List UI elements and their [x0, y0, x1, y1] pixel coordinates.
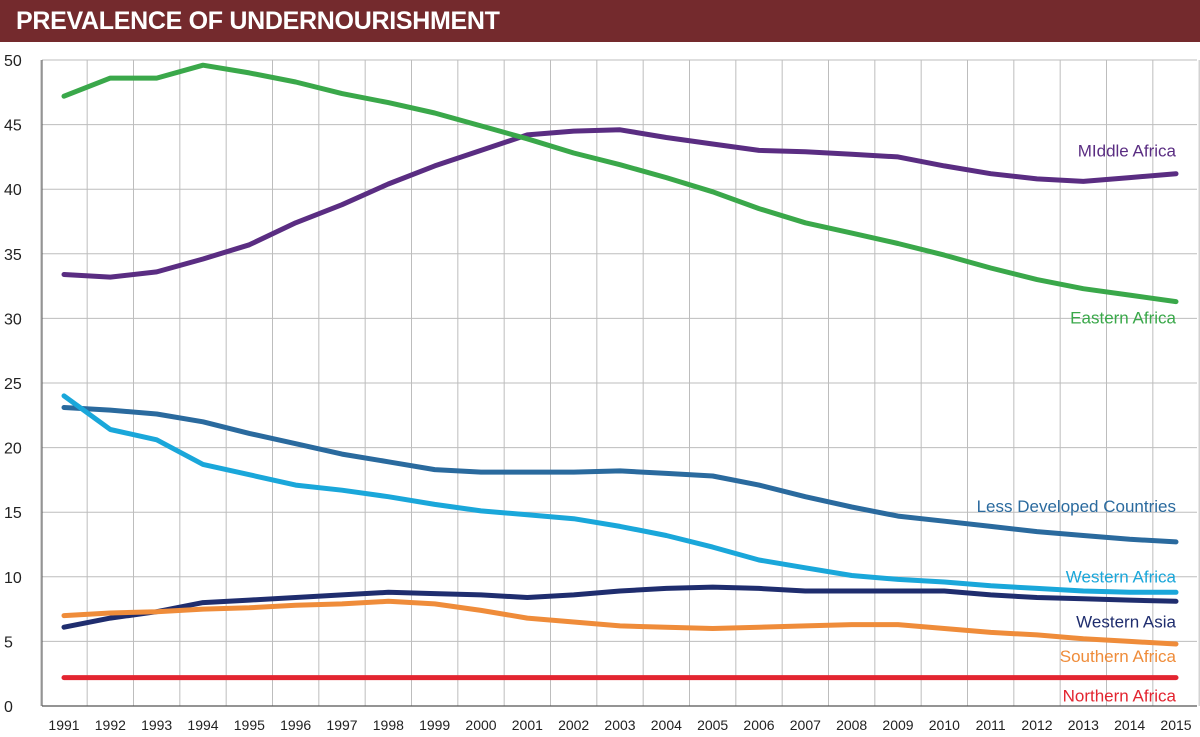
series-line [61, 598, 1179, 647]
x-tick-label: 1993 [141, 717, 172, 733]
x-tick-label: 2009 [882, 717, 913, 733]
x-tick-label: 1994 [187, 717, 218, 733]
axes: 0 5 10 15 20 25 30 35 40 45 50 1991 1992 1993 1994 1995… [4, 53, 1197, 733]
series-line [61, 127, 1179, 280]
y-tick-label: 15 [4, 505, 22, 522]
x-tick-label: 2002 [558, 717, 589, 733]
x-tick-label: 1995 [234, 717, 265, 733]
x-tick-label: 2007 [790, 717, 821, 733]
y-tick-label: 0 [4, 699, 13, 716]
series-line [61, 62, 1179, 305]
series-label: Western Africa [1066, 567, 1177, 586]
x-tick-label: 1999 [419, 717, 450, 733]
series-label: Eastern Africa [1070, 309, 1176, 328]
x-tick-label: 2013 [1068, 717, 1099, 733]
x-tick-label: 2001 [512, 717, 543, 733]
x-tick-label: 2010 [929, 717, 960, 733]
series-label: Less Developed Countries [977, 497, 1176, 516]
x-tick-label: 2003 [604, 717, 635, 733]
x-tick-label: 1992 [95, 717, 126, 733]
y-tick-label: 5 [4, 634, 13, 651]
series-label: Western Asia [1076, 612, 1176, 631]
x-tick-label: 2014 [1114, 717, 1145, 733]
series-lines [61, 62, 1179, 681]
x-tick-label: 2011 [976, 717, 1006, 733]
y-tick-label: 25 [4, 376, 22, 393]
x-tick-label: 2012 [1021, 717, 1052, 733]
series-labels: MIddle Africa Eastern Africa Less Develope… [977, 142, 1177, 706]
x-tick-label: 2008 [836, 717, 867, 733]
series-line [61, 584, 1179, 630]
y-tick-label: 10 [4, 570, 22, 587]
title-banner: PREVALENCE OF UNDERNOURISHMENT [0, 0, 1200, 42]
x-tick-label: 2000 [465, 717, 496, 733]
y-tick-label: 35 [4, 247, 22, 264]
chart-title: PREVALENCE OF UNDERNOURISHMENT [16, 7, 500, 35]
series-line [61, 393, 1179, 595]
series-line [61, 405, 1179, 545]
y-tick-label: 30 [4, 311, 22, 328]
series-label: Southern Africa [1060, 647, 1177, 666]
y-tick-label: 40 [4, 182, 22, 199]
y-tick-label: 50 [4, 53, 22, 70]
x-tick-label: 2004 [651, 717, 682, 733]
series-label: Northern Africa [1063, 687, 1177, 706]
x-tick-label: 1997 [326, 717, 357, 733]
x-tick-label: 2006 [743, 717, 774, 733]
x-tick-label: 1996 [280, 717, 311, 733]
x-tick-label: 2015 [1160, 717, 1191, 733]
x-tick-label: 1991 [48, 717, 79, 733]
y-tick-label: 20 [4, 441, 22, 458]
series-label: MIddle Africa [1078, 142, 1177, 161]
y-tick-label: 45 [4, 118, 22, 135]
x-tick-label: 1998 [373, 717, 404, 733]
x-tick-label: 2005 [697, 717, 728, 733]
